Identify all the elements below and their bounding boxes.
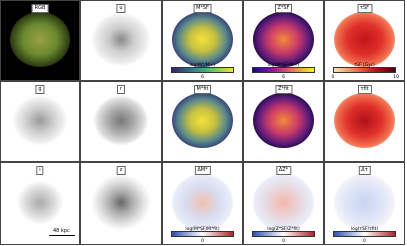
panel-label: z — [116, 166, 126, 175]
colorbar — [252, 231, 315, 237]
scale-bar-label: 48 kpc — [53, 228, 70, 234]
image-panel: Z*fit — [243, 81, 324, 162]
image-panel: M*fit — [162, 81, 243, 162]
galaxy-image — [10, 174, 70, 232]
image-panel: g — [0, 81, 80, 162]
image-panel: ΔM* log(M*SF/M*fit) 0 — [162, 162, 243, 245]
galaxy-image — [172, 93, 233, 149]
colorbar-label: log(Z*SF/Z*fit) — [267, 227, 300, 232]
image-panel: τfit — [324, 81, 405, 162]
colorbar-tick-label: 0 — [201, 239, 204, 244]
galaxy-image — [172, 174, 233, 232]
colorbar-tick-label: 6 — [201, 75, 204, 80]
galaxy-image — [90, 12, 152, 68]
image-panel: Z*SF log(M*SF/M☉) 6 — [243, 0, 324, 81]
colorbar-label: tSF [Gyr] — [354, 63, 375, 68]
galaxy-image — [90, 174, 152, 232]
panel-label: r — [116, 85, 126, 94]
colorbar-tick-label: 6 — [282, 75, 285, 80]
image-panel: M*SF log(M*/M☉) 6 — [162, 0, 243, 81]
colorbar-label: log(τSF/τfit) — [350, 227, 379, 232]
panel-label: M*fit — [193, 85, 212, 94]
image-panel: u — [80, 0, 162, 81]
colorbar-label: log(M*/M☉) — [189, 63, 216, 68]
panel-label: τSF — [356, 4, 373, 13]
colorbar — [333, 67, 396, 73]
galaxy-image — [253, 93, 314, 149]
galaxy-image — [253, 12, 314, 68]
colorbar — [171, 67, 234, 73]
panel-label: ΔZ* — [275, 166, 292, 175]
panel-label: τfit — [357, 85, 372, 94]
image-panel: r — [80, 81, 162, 162]
panel-label: RGB — [31, 4, 49, 13]
image-panel: z — [80, 162, 162, 245]
colorbar-label: log(M*SF/M*fit) — [185, 227, 220, 232]
image-panel: i 48 kpc — [0, 162, 80, 245]
colorbar-tick-label: 0 — [331, 75, 335, 80]
panel-label: Δτ — [358, 166, 371, 175]
scale-bar — [49, 235, 75, 236]
colorbar — [171, 231, 234, 237]
panel-label: ΔM* — [194, 166, 211, 175]
galaxy-image — [172, 12, 233, 68]
galaxy-image — [334, 12, 395, 68]
colorbar-label: log(M*SF/M☉) — [267, 63, 300, 68]
colorbar-tick-label: 0 — [363, 239, 366, 244]
panel-label: Z*fit — [274, 85, 293, 94]
colorbar — [333, 231, 396, 237]
panel-label: g — [35, 85, 45, 94]
galaxy-image — [90, 93, 152, 149]
image-panel: τSF tSF [Gyr] 0 10 — [324, 0, 405, 81]
colorbar-tick-label: 0 — [282, 239, 285, 244]
galaxy-image — [10, 12, 70, 68]
image-panel: Δτ log(τSF/τfit) 0 — [324, 162, 405, 245]
panel-label: M*SF — [193, 4, 212, 13]
colorbar — [252, 67, 315, 73]
galaxy-image — [10, 93, 70, 149]
galaxy-image — [334, 174, 395, 232]
colorbar-tick-label: 10 — [393, 75, 399, 80]
image-panel: ΔZ* log(Z*SF/Z*fit) 0 — [243, 162, 324, 245]
galaxy-image — [334, 93, 395, 149]
panel-label: i — [36, 166, 44, 175]
galaxy-image — [253, 174, 314, 232]
image-panel: RGB — [0, 0, 80, 81]
panel-label: u — [116, 4, 126, 13]
panel-label: Z*SF — [274, 4, 293, 13]
